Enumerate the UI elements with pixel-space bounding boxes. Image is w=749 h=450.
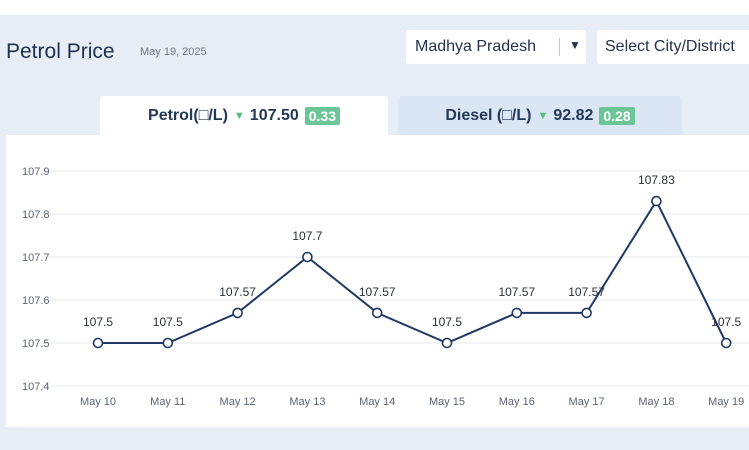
- page-title: Petrol Price: [6, 40, 115, 63]
- y-tick-label: 107.4: [22, 381, 50, 393]
- data-label: 107.5: [153, 315, 183, 329]
- chevron-down-icon[interactable]: ▼: [569, 38, 581, 52]
- price-date: May 19, 2025: [140, 46, 207, 58]
- tab-diesel-label: Diesel (□/L): [445, 107, 532, 124]
- series-line: [98, 199, 728, 345]
- data-point: [302, 251, 313, 263]
- data-point: [651, 195, 662, 207]
- x-tick-label: May 10: [80, 396, 116, 408]
- data-point: [581, 307, 592, 319]
- tab-diesel-change-badge: 0.28: [599, 107, 635, 125]
- state-dropdown[interactable]: Madhya Pradesh ▼: [406, 30, 586, 64]
- tab-diesel[interactable]: Diesel (□/L) ▼ 92.82 0.28: [398, 96, 682, 136]
- price-down-icon: ▼: [537, 110, 549, 122]
- x-tick-label: May 18: [638, 396, 674, 408]
- data-point: [162, 337, 174, 349]
- price-line-chart: 107.4 107.5 107.6 107.7 107.8 107.9 May 10 May …: [22, 166, 749, 408]
- data-point: [720, 337, 732, 349]
- x-tick-label: May 19: [708, 396, 744, 408]
- y-tick-label: 107.7: [22, 252, 50, 264]
- city-dropdown[interactable]: Select City/District: [597, 30, 749, 64]
- data-point: [441, 337, 453, 349]
- data-point: [371, 307, 383, 319]
- data-label: 107.5: [711, 315, 741, 329]
- tab-petrol-change-badge: 0.33: [304, 107, 340, 125]
- dropdown-divider: [559, 38, 560, 56]
- price-down-icon: ▼: [233, 110, 245, 122]
- y-tick-label: 107.6: [22, 295, 50, 307]
- chart-card: 107.4 107.5 107.6 107.7 107.8 107.9 May 10 May …: [6, 135, 749, 427]
- tab-petrol[interactable]: Petrol(□/L) ▼ 107.50 0.33: [100, 96, 388, 136]
- x-tick-label: May 12: [220, 396, 256, 408]
- x-tick-label: May 14: [359, 396, 395, 408]
- data-label: 107.7: [292, 229, 322, 243]
- y-tick-label: 107.9: [22, 166, 50, 178]
- city-dropdown-placeholder: Select City/District: [605, 38, 735, 55]
- data-label: 107.57: [568, 285, 605, 299]
- data-label: 107.5: [432, 315, 462, 329]
- x-tick-label: May 11: [150, 396, 185, 408]
- data-label: 107.57: [498, 285, 535, 299]
- tab-petrol-price: 107.50: [249, 107, 299, 124]
- state-dropdown-value: Madhya Pradesh: [415, 38, 536, 55]
- data-label: 107.57: [219, 285, 256, 299]
- data-label: 107.57: [359, 285, 396, 299]
- x-tick-label: May 13: [289, 396, 325, 408]
- y-tick-label: 107.8: [22, 209, 50, 221]
- tab-diesel-price: 92.82: [553, 107, 594, 124]
- y-tick-label: 107.5: [22, 338, 50, 350]
- x-tick-label: May 16: [499, 396, 535, 408]
- data-point: [232, 307, 243, 319]
- x-tick-label: May 15: [429, 396, 465, 408]
- data-point: [92, 337, 104, 349]
- data-label: 107.83: [638, 173, 675, 187]
- x-tick-label: May 17: [569, 396, 605, 408]
- data-label: 107.5: [83, 315, 113, 329]
- tab-petrol-label: Petrol(□/L): [148, 107, 228, 124]
- data-point: [511, 307, 523, 319]
